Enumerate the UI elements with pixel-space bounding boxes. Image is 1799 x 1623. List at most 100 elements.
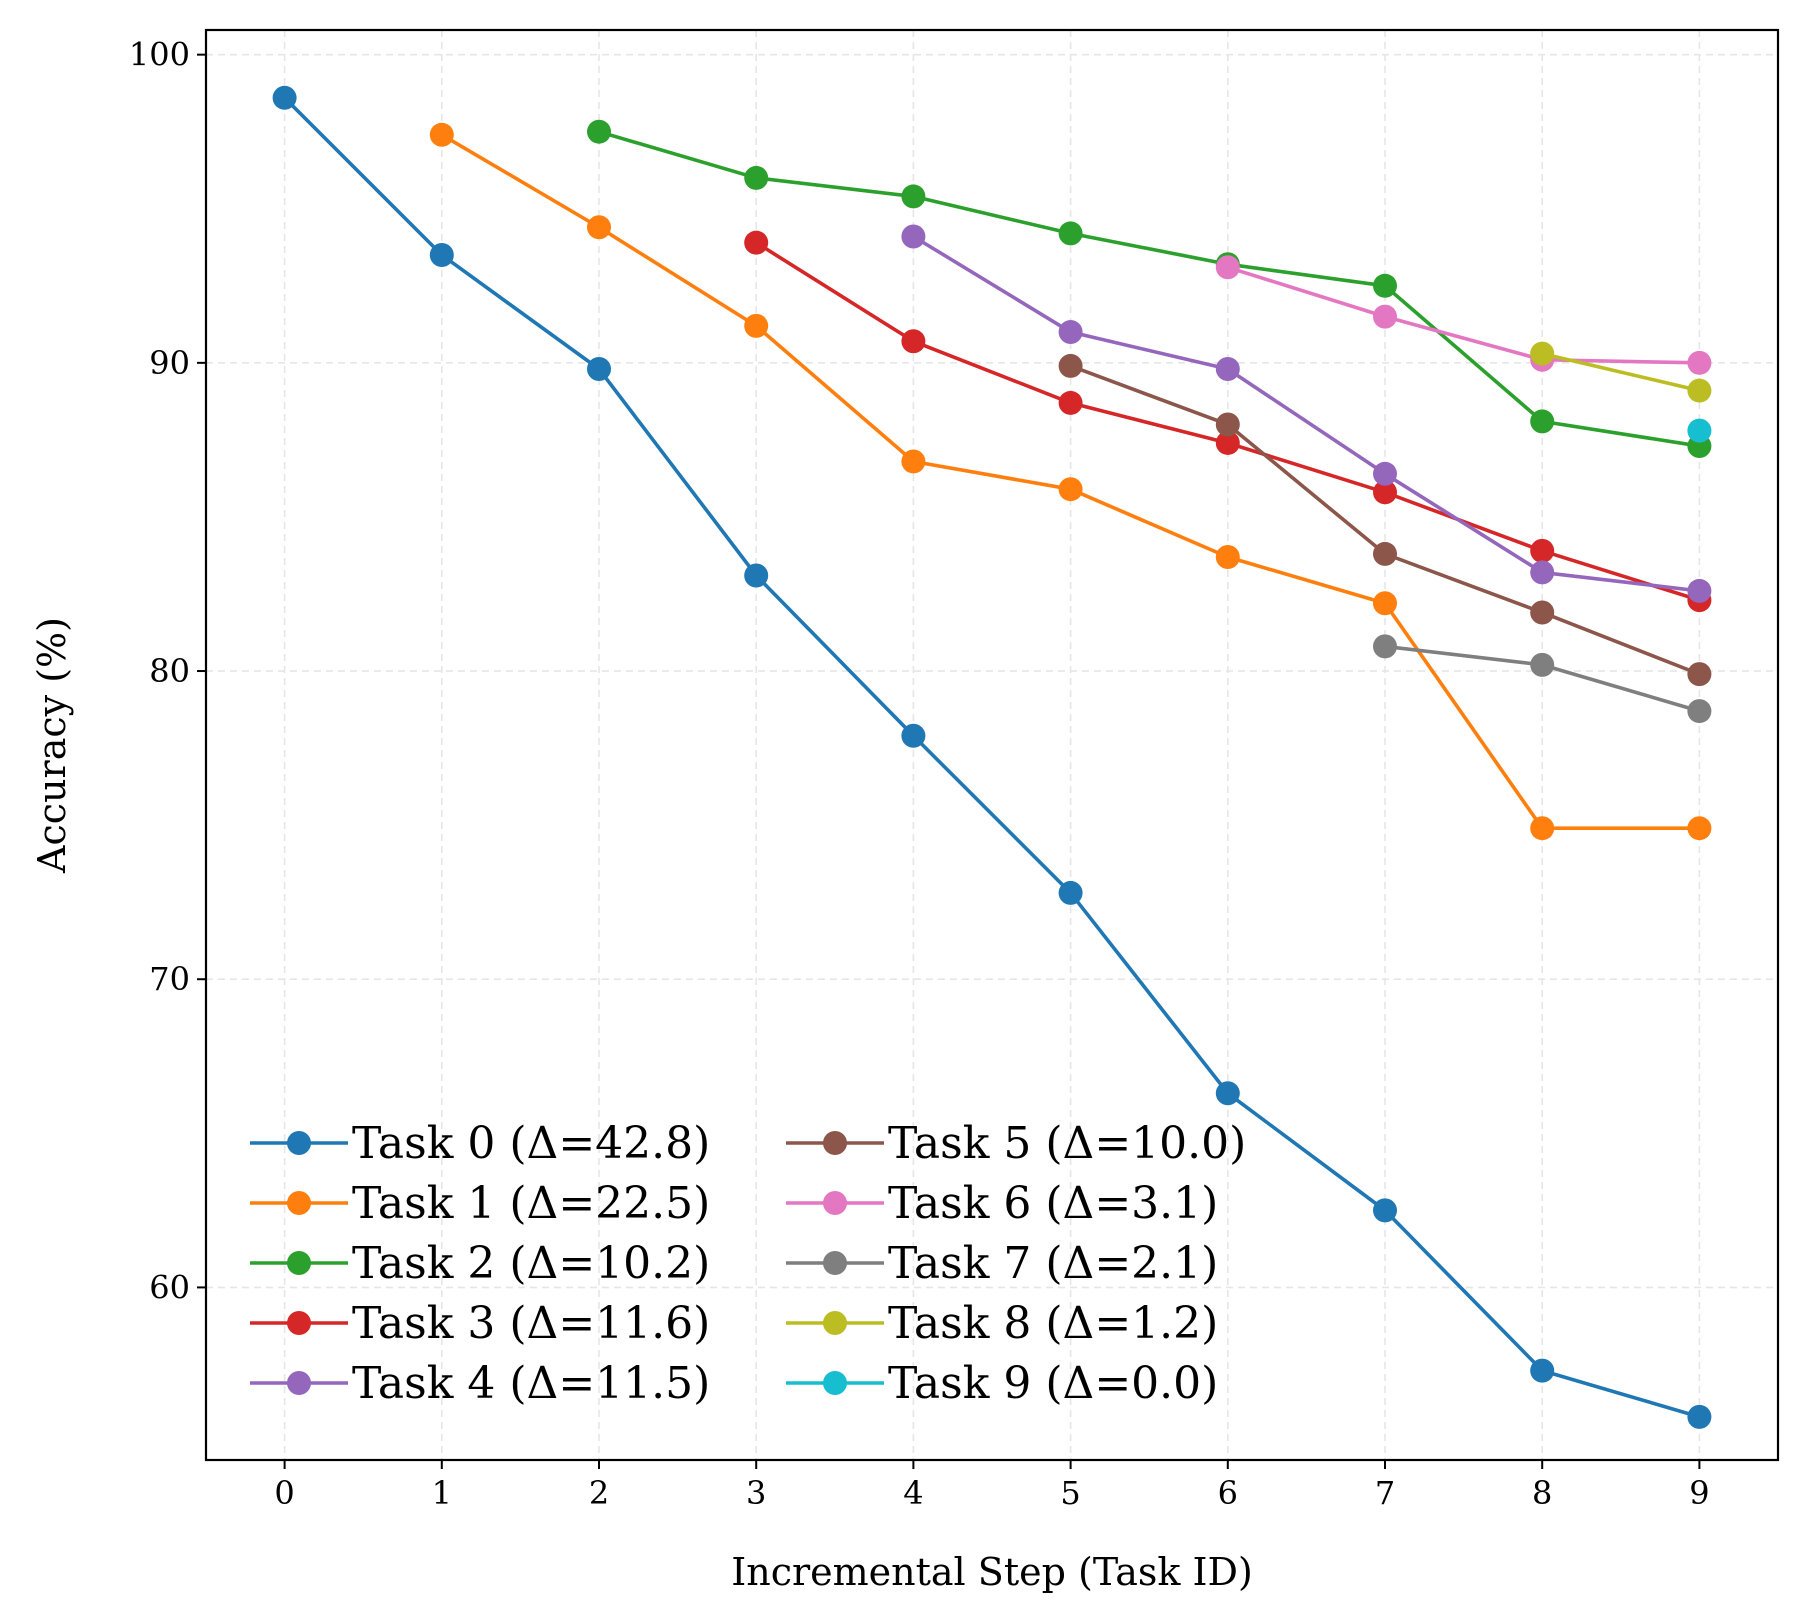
data-point	[429, 122, 454, 147]
data-point	[1530, 652, 1555, 677]
legend-marker	[823, 1251, 847, 1275]
data-point	[1530, 409, 1555, 434]
legend-entry: Task 3 (Δ=11.6)	[250, 1298, 710, 1349]
series-task-0	[272, 85, 1712, 1429]
y-tick-label: 100	[129, 36, 190, 74]
legend-marker	[823, 1191, 847, 1215]
data-point	[1373, 273, 1397, 298]
data-point	[1687, 662, 1712, 687]
series-task-8	[1530, 341, 1712, 403]
legend-marker	[823, 1131, 847, 1155]
data-point	[587, 119, 611, 144]
data-point	[1687, 350, 1712, 375]
x-tick-label: 8	[1532, 1474, 1552, 1512]
y-tick-label: 80	[149, 652, 190, 690]
data-point	[1373, 304, 1397, 329]
data-point	[1687, 418, 1712, 443]
series-line	[1227, 265, 1700, 365]
data-point	[1215, 545, 1240, 570]
data-point	[1215, 255, 1240, 280]
legend-marker	[287, 1311, 311, 1335]
data-point	[1373, 591, 1397, 616]
data-point	[1215, 357, 1240, 382]
legend-entry: Task 2 (Δ=10.2)	[250, 1238, 710, 1289]
legend-marker	[287, 1191, 311, 1215]
x-axis-label: Incremental Step (Task ID)	[731, 1550, 1253, 1594]
data-point	[901, 184, 926, 209]
x-tick-label: 9	[1689, 1474, 1709, 1512]
legend-marker	[287, 1131, 311, 1155]
legend-label: Task 8 (Δ=1.2)	[888, 1298, 1218, 1349]
data-point	[1058, 353, 1083, 378]
data-point	[587, 215, 611, 240]
y-tick-label: 90	[149, 344, 190, 382]
legend-entry: Task 7 (Δ=2.1)	[786, 1238, 1218, 1289]
legend-marker	[287, 1251, 311, 1275]
legend-entry: Task 6 (Δ=3.1)	[786, 1178, 1218, 1229]
data-point	[744, 230, 769, 255]
series-task-5	[1058, 353, 1712, 687]
legend-marker	[823, 1371, 847, 1395]
data-point	[1687, 578, 1712, 603]
legend-label: Task 5 (Δ=10.0)	[888, 1118, 1246, 1169]
data-point	[901, 224, 926, 249]
series-task-7	[1373, 634, 1712, 724]
data-point	[1373, 480, 1397, 505]
data-point	[1530, 816, 1555, 841]
x-tick-label: 2	[589, 1474, 609, 1512]
series-task-9	[1687, 418, 1712, 443]
data-point	[901, 329, 926, 354]
data-point	[1373, 634, 1397, 659]
data-point	[744, 165, 769, 190]
x-tick-label: 0	[274, 1474, 294, 1512]
legend-label: Task 2 (Δ=10.2)	[352, 1238, 710, 1289]
series-layer	[272, 85, 1712, 1429]
y-tick-label: 60	[149, 1268, 190, 1306]
legend: Task 0 (Δ=42.8) Task 1 (Δ=22.5) Task 2 (Δ=…	[250, 1118, 1246, 1409]
x-tick-label: 5	[1060, 1474, 1080, 1512]
series-task-4	[901, 224, 1712, 603]
legend-label: Task 9 (Δ=0.0)	[888, 1358, 1218, 1409]
legend-label: Task 4 (Δ=11.5)	[352, 1358, 710, 1409]
data-point	[1058, 390, 1083, 415]
legend-entry: Task 4 (Δ=11.5)	[250, 1358, 710, 1409]
legend-marker	[287, 1371, 311, 1395]
data-point	[1215, 430, 1240, 455]
data-point	[1373, 541, 1397, 566]
tick-layer: 0 1 2 3 4 5 6 7 8 9 60 70 80 90 100	[129, 36, 1710, 1512]
legend-label: Task 0 (Δ=42.8)	[352, 1118, 710, 1169]
data-point	[901, 449, 926, 474]
data-point	[1058, 221, 1083, 246]
data-point	[1687, 816, 1712, 841]
data-point	[1530, 341, 1555, 366]
y-axis-label: Accuracy (%)	[30, 617, 74, 874]
data-point	[1215, 1081, 1240, 1106]
data-point	[1373, 1198, 1397, 1223]
data-point	[901, 723, 926, 748]
y-tick-label: 70	[149, 960, 190, 998]
x-tick-label: 7	[1375, 1474, 1395, 1512]
x-tick-label: 4	[903, 1474, 923, 1512]
grid-layer	[206, 30, 1778, 1460]
x-tick-label: 1	[432, 1474, 452, 1512]
data-point	[1687, 1404, 1712, 1429]
data-point	[1058, 320, 1083, 345]
data-point	[1530, 600, 1555, 625]
x-tick-label: 3	[746, 1474, 766, 1512]
legend-entry: Task 5 (Δ=10.0)	[786, 1118, 1246, 1169]
legend-label: Task 7 (Δ=2.1)	[888, 1238, 1218, 1289]
data-point	[1373, 461, 1397, 486]
data-point	[744, 563, 769, 588]
series-line	[912, 234, 1700, 593]
data-point	[1530, 1358, 1555, 1383]
data-point	[1687, 378, 1712, 403]
data-point	[272, 85, 297, 110]
legend-entry: Task 8 (Δ=1.2)	[786, 1298, 1218, 1349]
data-point	[1687, 699, 1712, 724]
data-point	[429, 242, 454, 267]
legend-marker	[823, 1311, 847, 1335]
legend-label: Task 1 (Δ=22.5)	[352, 1178, 710, 1229]
data-point	[1530, 560, 1555, 585]
